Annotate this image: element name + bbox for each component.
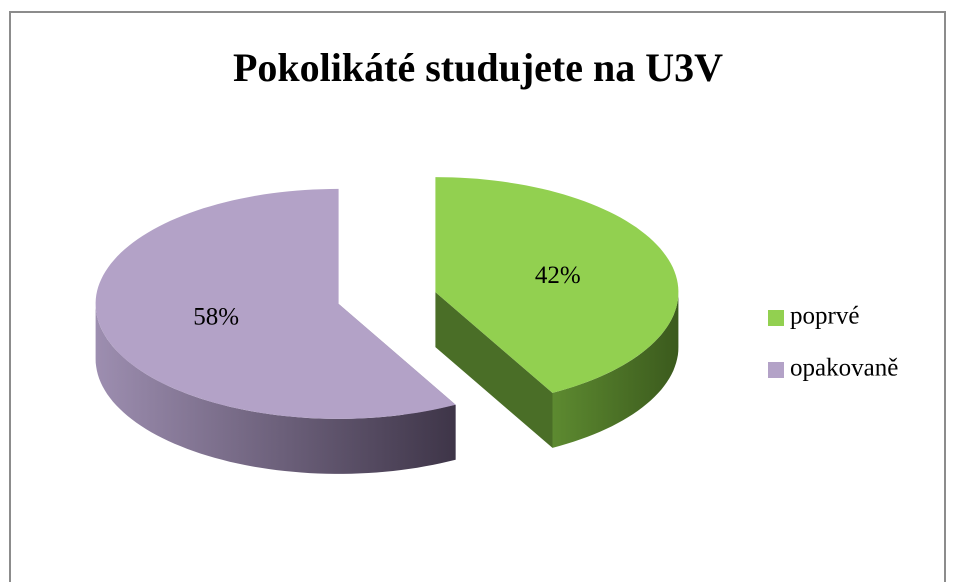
legend-swatch	[768, 310, 784, 326]
legend-swatch	[768, 362, 784, 378]
slice-side	[552, 292, 679, 448]
slice-side	[435, 292, 553, 448]
legend-label: opakovaně	[790, 355, 898, 382]
data-label: 58%	[193, 303, 239, 330]
chart-title: Pokolikáté studujete na U3V	[233, 45, 723, 90]
legend-label: poprvé	[790, 303, 859, 330]
slice	[95, 188, 456, 419]
slice-side	[95, 303, 456, 474]
data-label: 42%	[535, 262, 581, 289]
slice	[435, 177, 679, 393]
